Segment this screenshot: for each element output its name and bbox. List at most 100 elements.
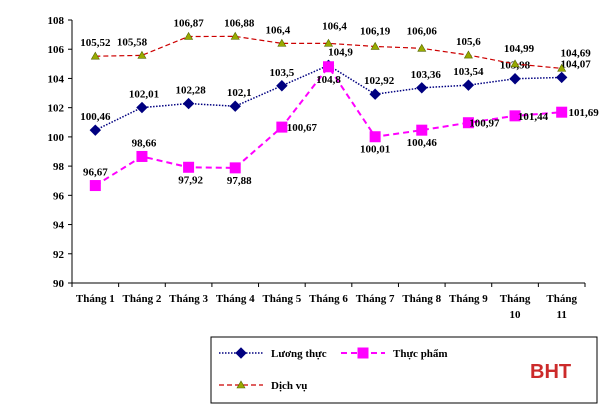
data-label: 106,06 (407, 25, 438, 37)
data-label: 100,46 (80, 111, 111, 123)
y-tick-label: 94 (53, 220, 65, 232)
data-point (370, 41, 380, 50)
data-label: 105,6 (456, 36, 481, 48)
x-tick-label: Tháng 8 (402, 293, 441, 305)
data-label: 102,1 (227, 87, 252, 99)
x-tick-label: Tháng 1 (76, 293, 115, 305)
data-label: 105,52 (80, 37, 111, 49)
data-point (462, 79, 475, 91)
data-point (276, 121, 288, 133)
plot-area: 90 92 94 96 98 100 102 104 106 108 Tháng 1 Tháng 2 T… (48, 15, 600, 321)
x-tick-label: Tháng (500, 293, 531, 305)
x-tick-label: Tháng 3 (169, 293, 208, 305)
y-tick-label: 102 (48, 103, 65, 115)
data-point (557, 63, 567, 72)
data-label: 105,58 (117, 36, 148, 48)
watermark-logo: BHT (530, 361, 571, 383)
data-point (230, 31, 240, 40)
data-point (182, 97, 195, 110)
y-tick-label: 100 (48, 132, 65, 144)
data-label: 100,97 (469, 118, 500, 130)
data-label: 97,92 (178, 174, 203, 186)
series-line-1 (94, 65, 562, 187)
data-label: 106,88 (224, 17, 255, 29)
data-label: 106,4 (322, 20, 347, 32)
data-label: 104,8 (316, 74, 341, 86)
data-point (89, 124, 102, 136)
data-point (416, 124, 428, 136)
x-tick-label: Tháng 9 (449, 293, 488, 305)
data-point (183, 161, 195, 173)
data-label: 106,4 (265, 24, 290, 36)
data-point (184, 31, 194, 40)
y-tick-label: 96 (53, 190, 65, 202)
data-point (136, 150, 148, 162)
y-tick-label: 98 (53, 161, 65, 173)
data-point (556, 106, 568, 118)
legend-marker-1 (357, 347, 369, 359)
data-label: 102,92 (364, 75, 395, 87)
legend-label-1: Thực phẩm (393, 348, 448, 360)
legend-label-2: Dịch vụ (271, 380, 307, 392)
data-point (229, 100, 241, 112)
series-line-2 (95, 35, 562, 69)
x-tick-label: Tháng 7 (356, 293, 395, 305)
data-point (323, 38, 334, 47)
legend-label-0: Lương thực (271, 348, 327, 360)
data-label: 100,46 (407, 137, 438, 149)
data-label: 103,54 (453, 66, 484, 78)
data-point (136, 101, 148, 114)
data-point (509, 73, 521, 85)
legend: Lương thực Thực phẩm Dịch vụ (210, 336, 598, 404)
data-point (510, 59, 520, 68)
x-tick-label-line2: 10 (510, 309, 522, 321)
y-tick-label: 108 (48, 15, 65, 27)
x-tick-label-line2: 11 (556, 309, 566, 321)
data-label: 104,69 (561, 47, 592, 59)
legend-box (210, 336, 598, 404)
data-point (323, 61, 334, 73)
data-point (417, 43, 427, 52)
data-point (137, 50, 147, 59)
x-tick-label: Tháng 6 (309, 293, 348, 305)
data-label: 100,01 (360, 144, 390, 156)
data-point (555, 71, 568, 84)
data-point (463, 50, 473, 59)
data-point (276, 80, 288, 92)
y-tick-label: 104 (48, 73, 65, 85)
data-point (229, 162, 241, 174)
x-tick-label: Tháng (546, 293, 577, 305)
data-label: 104,99 (504, 43, 535, 55)
data-point (89, 180, 101, 192)
data-label: 103,5 (269, 67, 294, 79)
x-tick-label: Tháng 2 (123, 293, 162, 305)
y-tick-label: 90 (53, 278, 65, 290)
x-tick-label: Tháng 5 (262, 293, 301, 305)
legend-marker-0 (235, 347, 247, 359)
data-label: 106,87 (173, 18, 204, 30)
data-label: 101,44 (518, 111, 549, 123)
data-label: 102,01 (129, 89, 159, 101)
data-label: 96,67 (83, 167, 108, 179)
data-label: 100,67 (287, 122, 318, 134)
data-point (90, 51, 100, 60)
y-tick-label: 106 (48, 44, 65, 56)
data-label: 102,28 (175, 85, 206, 97)
x-tick-label: Tháng 4 (216, 293, 255, 305)
data-label: 101,69 (569, 107, 600, 119)
data-point (277, 38, 287, 47)
y-tick-label: 92 (53, 249, 65, 261)
data-point (509, 110, 521, 122)
data-point (369, 88, 381, 100)
data-label: 98,66 (132, 137, 157, 149)
data-label: 106,19 (360, 25, 391, 37)
data-label: 104,9 (328, 46, 353, 58)
data-point (369, 131, 381, 143)
data-label: 103,36 (411, 69, 442, 81)
data-label: 104,07 (561, 58, 592, 70)
legend-marker-2 (236, 380, 246, 389)
data-point (416, 82, 428, 94)
data-point (462, 117, 474, 129)
data-label: 97,88 (227, 175, 252, 187)
